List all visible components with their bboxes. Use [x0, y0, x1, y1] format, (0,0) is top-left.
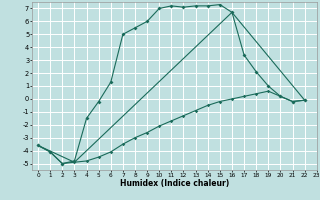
X-axis label: Humidex (Indice chaleur): Humidex (Indice chaleur): [120, 179, 229, 188]
